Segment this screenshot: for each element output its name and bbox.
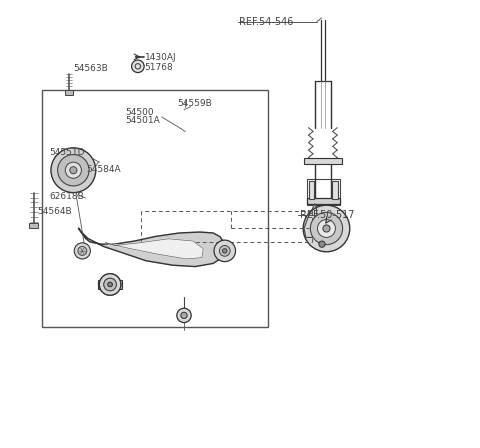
- Circle shape: [219, 246, 230, 256]
- Text: 1430AJ: 1430AJ: [144, 53, 176, 62]
- Polygon shape: [106, 239, 203, 259]
- Text: 62618B: 62618B: [49, 192, 84, 201]
- Polygon shape: [79, 228, 226, 267]
- Circle shape: [104, 278, 116, 291]
- Bar: [309, 181, 314, 199]
- Circle shape: [99, 274, 121, 295]
- Bar: [332, 181, 337, 199]
- Text: 54584A: 54584A: [86, 165, 121, 174]
- Text: REF.50-517: REF.50-517: [300, 210, 354, 220]
- Circle shape: [323, 225, 330, 232]
- Circle shape: [99, 274, 121, 295]
- Bar: [42, 90, 268, 327]
- Circle shape: [65, 162, 82, 178]
- Polygon shape: [304, 204, 318, 237]
- Bar: [98, 280, 108, 289]
- Bar: [307, 198, 340, 204]
- Text: 51768: 51768: [144, 63, 173, 72]
- Text: 54551D: 54551D: [49, 148, 85, 157]
- Text: 54501A: 54501A: [126, 116, 160, 125]
- Circle shape: [132, 60, 144, 73]
- Bar: [29, 223, 38, 228]
- Circle shape: [214, 240, 236, 262]
- Circle shape: [108, 282, 112, 287]
- Text: 54564B: 54564B: [37, 207, 72, 216]
- Circle shape: [70, 167, 77, 174]
- Circle shape: [58, 155, 89, 186]
- Circle shape: [311, 212, 343, 245]
- Circle shape: [51, 148, 96, 193]
- Circle shape: [317, 220, 336, 237]
- Circle shape: [104, 278, 116, 291]
- Circle shape: [181, 312, 187, 319]
- Circle shape: [74, 243, 90, 259]
- Circle shape: [177, 308, 191, 323]
- Text: 54563B: 54563B: [73, 64, 108, 73]
- Text: 54500: 54500: [126, 108, 155, 117]
- Circle shape: [319, 241, 325, 247]
- Circle shape: [108, 282, 112, 287]
- Circle shape: [78, 246, 87, 255]
- Bar: [112, 280, 122, 289]
- Circle shape: [303, 205, 350, 252]
- Bar: [304, 158, 342, 164]
- Text: REF.54-546: REF.54-546: [239, 17, 293, 26]
- Text: 54559B: 54559B: [177, 99, 212, 108]
- Bar: [307, 179, 340, 205]
- Bar: [65, 90, 73, 95]
- Circle shape: [223, 249, 227, 253]
